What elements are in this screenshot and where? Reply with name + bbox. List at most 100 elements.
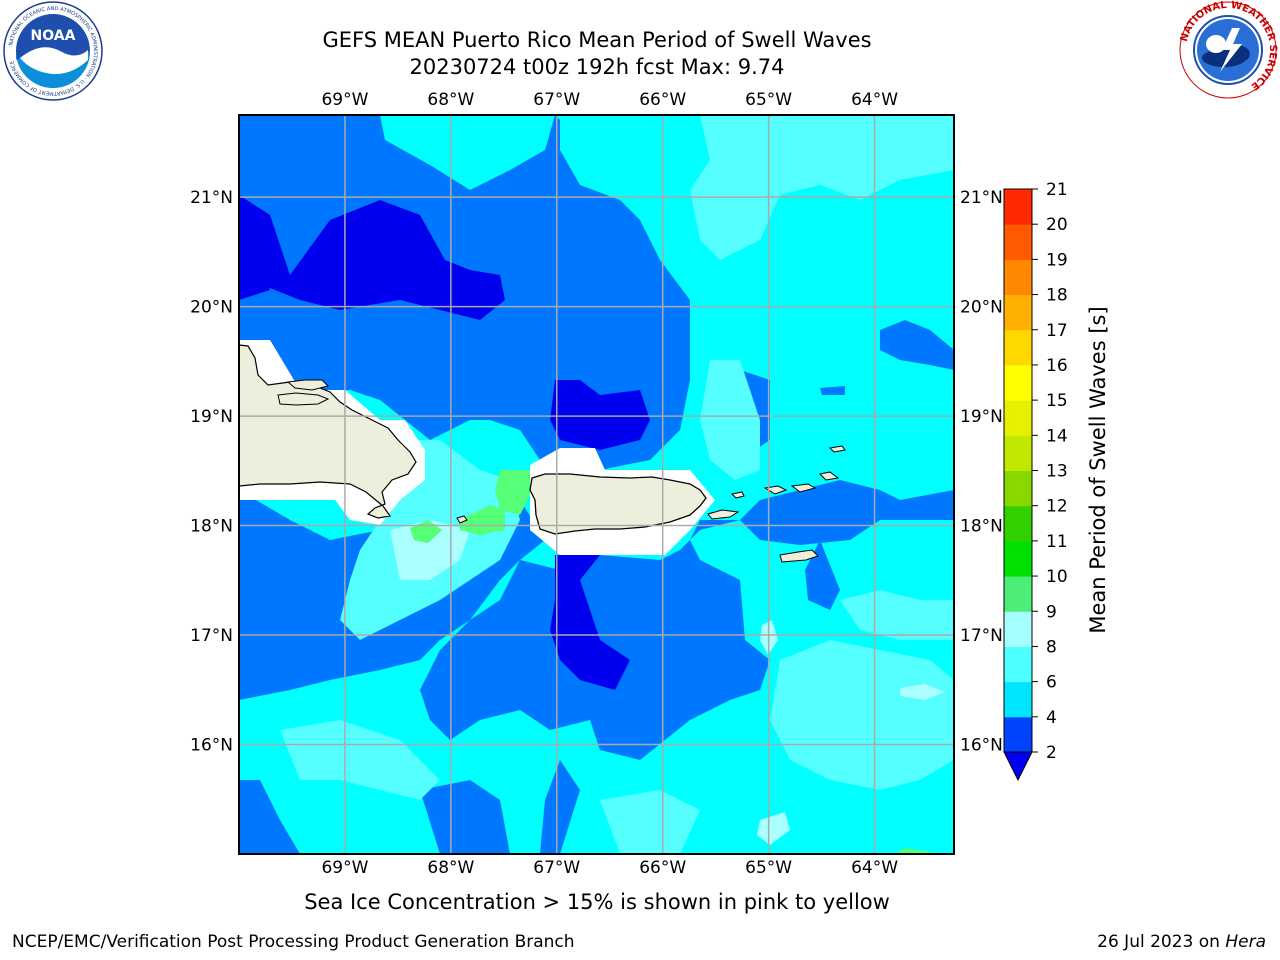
chart-title: GEFS MEAN Puerto Rico Mean Period of Swe… — [322, 28, 872, 52]
field-blue-sw-corner — [239, 780, 300, 854]
field-blue-west-lower — [239, 520, 340, 700]
colorbar-tick-label-1: 20 — [1046, 215, 1068, 235]
noaa-logo: NOAA NATIONAL OCEANIC AND ATMOSPHERIC AD… — [3, 1, 103, 101]
lat-label-right-3: 18°N — [960, 517, 1003, 537]
lon-label-bottom-0: 69°W — [321, 858, 368, 878]
colorbar-swatch-8 — [1004, 435, 1032, 471]
colorbar-swatch-2 — [1004, 646, 1032, 683]
colorbar-tick-label-5: 16 — [1046, 356, 1068, 376]
footer-date: 26 Jul 2023 on Hera — [1097, 932, 1266, 952]
map-area — [239, 115, 954, 854]
lat-label-right-4: 17°N — [960, 626, 1003, 646]
colorbar-tick-label-12: 9 — [1046, 602, 1057, 622]
colorbar-tick-label-10: 11 — [1046, 532, 1068, 552]
land-virgin-islands-1 — [763, 485, 788, 495]
land-virgin-islands-3 — [818, 471, 840, 481]
colorbar-underflow-triangle — [1003, 751, 1033, 782]
colorbar-tick-label-7: 14 — [1046, 426, 1068, 446]
footer-date-text: 26 Jul 2023 on — [1097, 932, 1226, 952]
lon-label-top-3: 66°W — [639, 90, 686, 110]
field-lightcyan-sw — [600, 790, 700, 854]
field-lightcyan-east — [700, 360, 760, 480]
land-mona — [456, 515, 468, 524]
colorbar-label: Mean Period of Swell Waves [s] — [1086, 306, 1110, 633]
field-palecyan-2 — [900, 684, 945, 700]
lon-label-bottom-3: 66°W — [639, 858, 686, 878]
field-lightcyan-north — [690, 115, 954, 260]
land-islet-west — [286, 379, 329, 391]
map-frame — [238, 114, 955, 855]
gridlines — [239, 115, 954, 854]
lon-label-bottom-4: 65°W — [745, 858, 792, 878]
land-vieques — [707, 509, 740, 520]
colorbar-tick-label-16: 2 — [1046, 743, 1057, 763]
field-lightcyan-se — [770, 640, 954, 790]
colorbar-swatch-1 — [1004, 681, 1032, 718]
field-blue-ne — [880, 320, 954, 370]
lat-label-right-2: 19°N — [960, 407, 1003, 427]
colorbar-swatch-6 — [1004, 505, 1032, 542]
lon-label-top-0: 69°W — [321, 90, 368, 110]
lon-label-bottom-2: 67°W — [533, 858, 580, 878]
svg-text:NOAA: NOAA — [31, 28, 76, 44]
colorbar-swatch-5 — [1004, 540, 1032, 577]
land-st-croix — [779, 549, 819, 563]
lat-label-left-2: 19°N — [190, 407, 233, 427]
lon-label-top-2: 67°W — [533, 90, 580, 110]
colorbar-tick-label-2: 19 — [1046, 250, 1068, 270]
field-palecyan-3 — [757, 812, 790, 845]
lon-label-top-4: 65°W — [745, 90, 792, 110]
lat-label-left-3: 18°N — [190, 517, 233, 537]
colorbar-swatch-4 — [1004, 576, 1032, 612]
colorbar-tick-label-6: 15 — [1046, 391, 1068, 411]
colorbar-swatch-13 — [1004, 259, 1032, 296]
colorbar-swatch-15 — [1004, 189, 1032, 225]
colorbar-swatch-0 — [1004, 716, 1032, 753]
colorbar-tick-label-11: 10 — [1046, 567, 1068, 587]
colorbar-tick-label-8: 13 — [1046, 462, 1068, 482]
sea-ice-note: Sea Ice Concentration > 15% is shown in … — [304, 890, 890, 914]
land-tortuga — [277, 392, 330, 406]
colorbar-tick-label-9: 12 — [1046, 497, 1068, 517]
colorbar-tick-label-0: 21 — [1046, 180, 1068, 200]
colorbar-swatch-14 — [1004, 224, 1032, 260]
field-lightcyan-south — [280, 720, 440, 800]
colorbar-tick-label-3: 18 — [1046, 286, 1068, 306]
footer-credit: NCEP/EMC/Verification Post Processing Pr… — [12, 932, 575, 952]
land-culebra — [730, 491, 745, 499]
lon-label-top-5: 64°W — [851, 90, 898, 110]
field-lightcyan-east2 — [840, 590, 954, 640]
colorbar: 21 20 19 18 17 16 15 14 13 12 11 10 9 8 6 4 2 — [1003, 180, 1068, 782]
field-blue-s1 — [420, 780, 510, 854]
colorbar-swatch-9 — [1004, 400, 1032, 436]
tick-labels: 69°W 69°W 68°W 68°W 67°W 67°W 66°W 66°W 65°W 65°W… — [190, 90, 1003, 878]
colorbar-tick-label-15: 4 — [1046, 708, 1057, 728]
colorbar-swatch-3 — [1004, 611, 1032, 647]
field-deepblue-north — [239, 195, 505, 320]
colorbar-swatch-12 — [1004, 294, 1032, 331]
colorbar-swatch-10 — [1004, 364, 1032, 401]
colorbar-swatch-11 — [1004, 329, 1032, 366]
colorbar-tick-label-14: 6 — [1046, 673, 1057, 693]
field-deepblue-nw-strip — [239, 230, 270, 300]
lat-label-left-4: 17°N — [190, 626, 233, 646]
field-deepblue-south — [550, 555, 630, 690]
field-blue-s2 — [540, 760, 580, 854]
lon-label-bottom-1: 68°W — [427, 858, 474, 878]
lat-label-left-5: 16°N — [190, 736, 233, 756]
field-deepblue-center — [550, 380, 650, 450]
field-blue-small-e — [820, 386, 845, 395]
lat-label-left-0: 21°N — [190, 188, 233, 208]
field-green-2 — [460, 505, 505, 535]
lat-label-right-0: 21°N — [960, 188, 1003, 208]
lon-label-bottom-5: 64°W — [851, 858, 898, 878]
chart-subtitle: 20230724 t00z 192h fcst Max: 9.74 — [409, 55, 785, 79]
nws-logo: NATIONAL WEATHER SERVICE — [1179, 0, 1278, 99]
lat-label-right-5: 16°N — [960, 736, 1003, 756]
lat-label-right-1: 20°N — [960, 298, 1003, 318]
land-virgin-islands-2 — [790, 483, 817, 493]
footer-machine: Hera — [1225, 932, 1266, 952]
colorbar-tick-label-4: 17 — [1046, 321, 1068, 341]
field-palecyan-1 — [390, 520, 470, 580]
